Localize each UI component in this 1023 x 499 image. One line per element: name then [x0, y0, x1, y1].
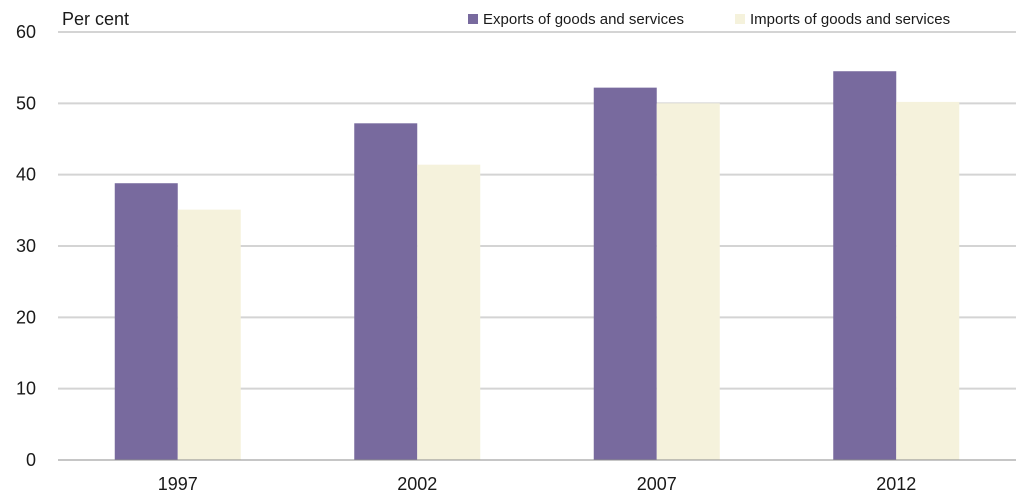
bar-exports: [593, 87, 657, 460]
bars: [114, 71, 960, 460]
legend-label: Imports of goods and services: [750, 11, 950, 28]
y-tick-label: 50: [16, 93, 36, 113]
bar-exports: [833, 71, 897, 460]
bar-imports: [177, 209, 241, 460]
x-tick-label: 1997: [158, 474, 198, 494]
legend-item-exports: Exports of goods and services: [468, 11, 684, 28]
x-tick-label: 2007: [637, 474, 677, 494]
legend: Exports of goods and services Imports of …: [468, 11, 950, 28]
y-tick-label: 60: [16, 22, 36, 42]
y-axis-unit-label: Per cent: [62, 9, 129, 29]
y-tick-label: 20: [16, 307, 36, 327]
x-axis-ticks: 1997 2002 2007 2012: [158, 474, 917, 494]
x-tick-label: 2002: [397, 474, 437, 494]
y-tick-label: 0: [26, 450, 36, 470]
y-axis-ticks: 0 10 20 30 40 50 60: [16, 22, 36, 470]
y-tick-label: 30: [16, 236, 36, 256]
bar-imports: [417, 164, 481, 460]
bar-exports: [354, 123, 418, 460]
bar-imports: [896, 101, 960, 460]
legend-label: Exports of goods and services: [483, 11, 684, 28]
y-tick-label: 40: [16, 165, 36, 185]
x-tick-label: 2012: [876, 474, 916, 494]
y-tick-label: 10: [16, 379, 36, 399]
bar-exports: [114, 183, 178, 460]
legend-item-imports: Imports of goods and services: [735, 11, 950, 28]
bar-imports: [656, 103, 720, 460]
legend-swatch: [735, 14, 745, 24]
legend-swatch: [468, 14, 478, 24]
